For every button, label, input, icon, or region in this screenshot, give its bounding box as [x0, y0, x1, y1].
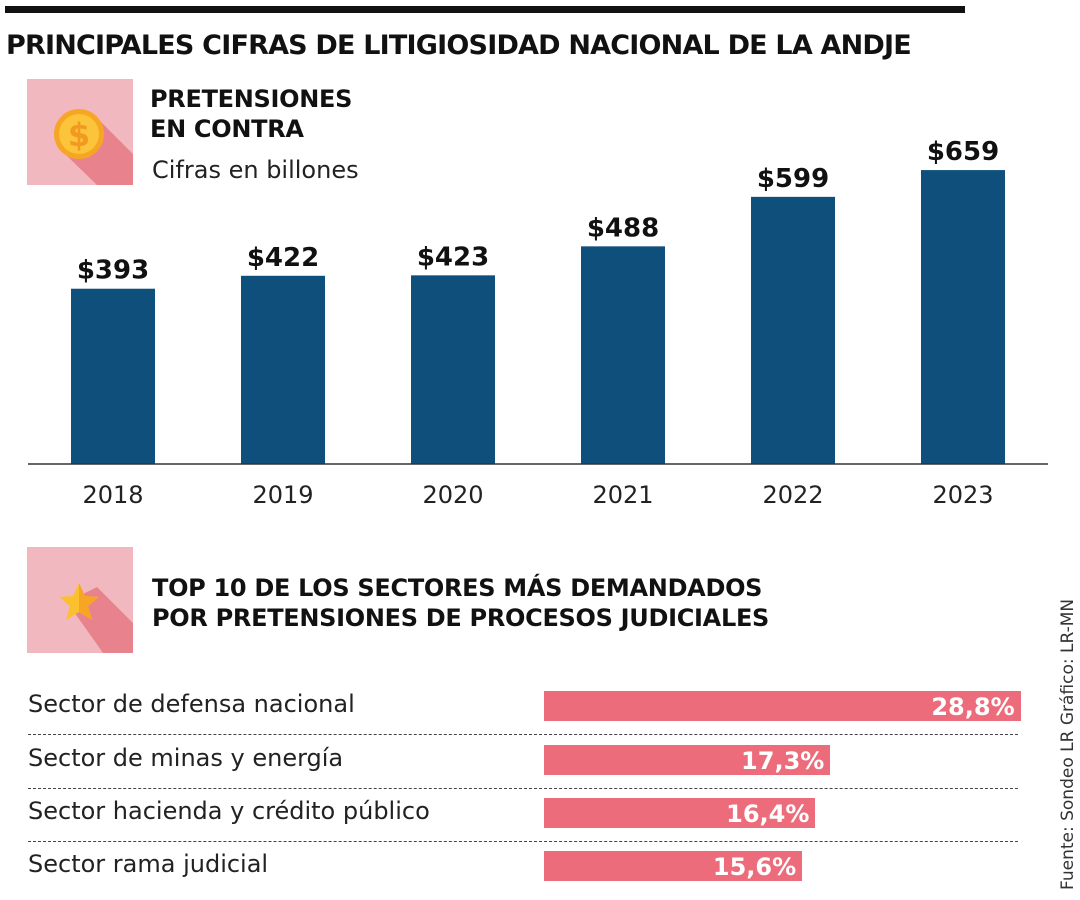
heading-line: PRETENSIONES	[150, 85, 353, 113]
bar-2023	[921, 170, 1005, 464]
sector-bar: 15,6%	[544, 851, 803, 881]
svg-text:$: $	[68, 116, 90, 154]
top-rule	[5, 6, 965, 13]
bar-chart: $393 2018 $422 2019 $423 2020 $488 2021 $599 2022…	[28, 137, 1048, 509]
row-divider	[28, 788, 1018, 789]
x-tick-label: 2019	[252, 481, 313, 509]
sector-label: Sector de minas y energía	[28, 744, 344, 772]
star-icon	[27, 547, 133, 653]
sector-label: Sector rama judicial	[28, 850, 269, 878]
x-tick-label: 2023	[932, 481, 993, 509]
bar-2022	[751, 196, 835, 464]
data-label: $659	[927, 137, 999, 167]
units-note: Cifras en billones	[152, 156, 359, 184]
source-credit: Fuente: Sondeo LR Gráfico: LR-MN	[1058, 598, 1078, 890]
bar-2019	[241, 275, 325, 464]
section2-heading: TOP 10 DE LOS SECTORES MÁS DEMANDADOS PO…	[152, 573, 769, 633]
dollar-coin-icon: $	[27, 79, 133, 185]
data-label: 15,6%	[712, 853, 797, 881]
sector-bar: 17,3%	[544, 745, 831, 775]
x-tick-label: 2021	[592, 481, 653, 509]
data-label: 17,3%	[741, 747, 825, 775]
data-label: $422	[247, 243, 319, 273]
x-tick-label: 2022	[762, 481, 823, 509]
data-label: 28,8%	[931, 693, 1015, 721]
row-divider	[28, 841, 1018, 842]
heading-line: EN CONTRA	[150, 115, 304, 143]
data-label: $488	[587, 213, 659, 243]
row-divider	[28, 734, 1018, 735]
x-tick-label: 2020	[422, 481, 483, 509]
bar-2018	[71, 288, 155, 464]
bar-2021	[581, 246, 665, 464]
page-title: PRINCIPALES CIFRAS DE LITIGIOSIDAD NACIO…	[6, 30, 912, 61]
data-label: $599	[757, 164, 829, 194]
sector-bar: 28,8%	[544, 691, 1021, 721]
sector-label: Sector de defensa nacional	[28, 690, 355, 718]
x-tick-label: 2018	[82, 481, 143, 509]
bar-2020	[411, 275, 495, 464]
heading-line: TOP 10 DE LOS SECTORES MÁS DEMANDADOS	[152, 574, 763, 602]
heading-line: POR PRETENSIONES DE PROCESOS JUDICIALES	[152, 604, 770, 632]
sector-label: Sector hacienda y crédito público	[28, 797, 430, 825]
section1-heading: PRETENSIONES EN CONTRA	[150, 84, 352, 144]
data-label: 16,4%	[726, 800, 810, 828]
sector-bar: 16,4%	[544, 798, 816, 828]
data-label: $423	[417, 242, 489, 272]
data-label: $393	[77, 256, 149, 286]
